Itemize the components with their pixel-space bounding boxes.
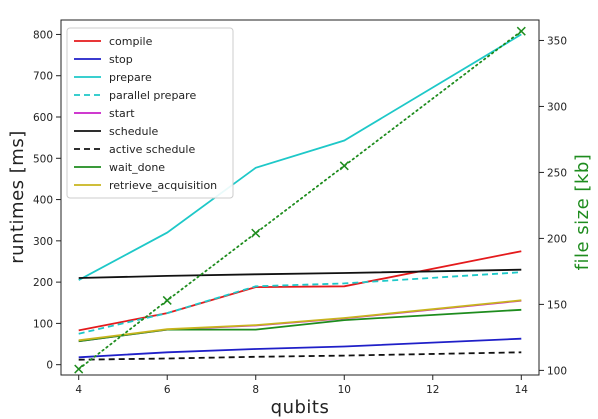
series-line-active-schedule	[78, 351, 522, 361]
x-tick-label: 8	[252, 384, 259, 396]
file-size-line	[77, 30, 523, 371]
series-line-prepare	[78, 33, 522, 281]
x-tick-label: 14	[515, 384, 529, 396]
series-line-wait-done	[78, 308, 522, 343]
file-size-marker	[162, 295, 172, 305]
file-size-series	[74, 26, 526, 374]
x-axis-title: qubits	[271, 397, 330, 418]
x-axis: 4 6 8 10 12 14	[75, 375, 528, 396]
y-tick-label: 500	[33, 153, 53, 165]
legend-item: schedule	[74, 125, 159, 138]
series-line-compile	[78, 250, 522, 332]
file-size-marker	[251, 228, 261, 238]
legend-label: wait_done	[109, 161, 165, 174]
legend-item: start	[74, 107, 135, 120]
legend-label: parallel prepare	[109, 89, 196, 102]
series-line-schedule	[78, 268, 522, 279]
y-tick-label: 0	[46, 360, 53, 372]
legend-item: prepare	[74, 71, 152, 84]
y-axis-title: runtimes [ms]	[7, 130, 28, 263]
series-line-retrieve-acquisition	[78, 299, 522, 342]
y-axis-right: 100 150 200 250 300 350	[539, 35, 567, 377]
legend-label: retrieve_acquisition	[109, 179, 217, 192]
y-tick-label: 800	[33, 29, 53, 41]
series-line-stop	[78, 337, 522, 359]
y2-tick-label: 100	[547, 365, 567, 377]
y2-axis-title: file size [kb]	[572, 154, 593, 271]
y-tick-label: 300	[33, 236, 53, 248]
series-layer	[78, 33, 522, 361]
y2-tick-label: 350	[547, 35, 567, 47]
y2-tick-label: 250	[547, 167, 567, 179]
legend-item: wait_done	[74, 161, 165, 174]
legend-item: retrieve_acquisition	[74, 179, 217, 192]
y2-tick-label: 200	[547, 233, 567, 245]
y-axis-left: 0 100 200 300 400 500 600 700 800	[33, 29, 61, 372]
legend-label: compile	[109, 35, 153, 48]
legend-item: parallel prepare	[74, 89, 196, 102]
y2-tick-label: 300	[547, 101, 567, 113]
x-tick-label: 12	[426, 384, 439, 396]
y-tick-label: 700	[33, 71, 53, 83]
legend-label: active schedule	[109, 143, 195, 156]
y2-tick-label: 150	[547, 299, 567, 311]
legend-label: prepare	[109, 71, 152, 84]
file-size-marker	[339, 161, 349, 171]
legend-label: start	[109, 107, 135, 120]
file-size-marker	[74, 364, 84, 374]
x-tick-label: 4	[75, 384, 82, 396]
legend-label: stop	[109, 53, 133, 66]
legend-label: schedule	[109, 125, 159, 138]
legend: compile stop prepare parallel prepare start s…	[66, 27, 234, 199]
file-size-marker	[516, 26, 526, 36]
y-tick-label: 100	[33, 318, 53, 330]
y-tick-label: 200	[33, 277, 53, 289]
series-line-parallel-prepare	[78, 271, 522, 335]
x-tick-label: 10	[338, 384, 351, 396]
legend-item: compile	[74, 35, 153, 48]
legend-item: stop	[74, 53, 133, 66]
x-tick-label: 6	[164, 384, 171, 396]
legend-item: active schedule	[74, 143, 195, 156]
y-tick-label: 600	[33, 112, 53, 124]
legend-box	[66, 27, 234, 199]
y-tick-label: 400	[33, 195, 53, 207]
plot-frame	[60, 19, 540, 376]
